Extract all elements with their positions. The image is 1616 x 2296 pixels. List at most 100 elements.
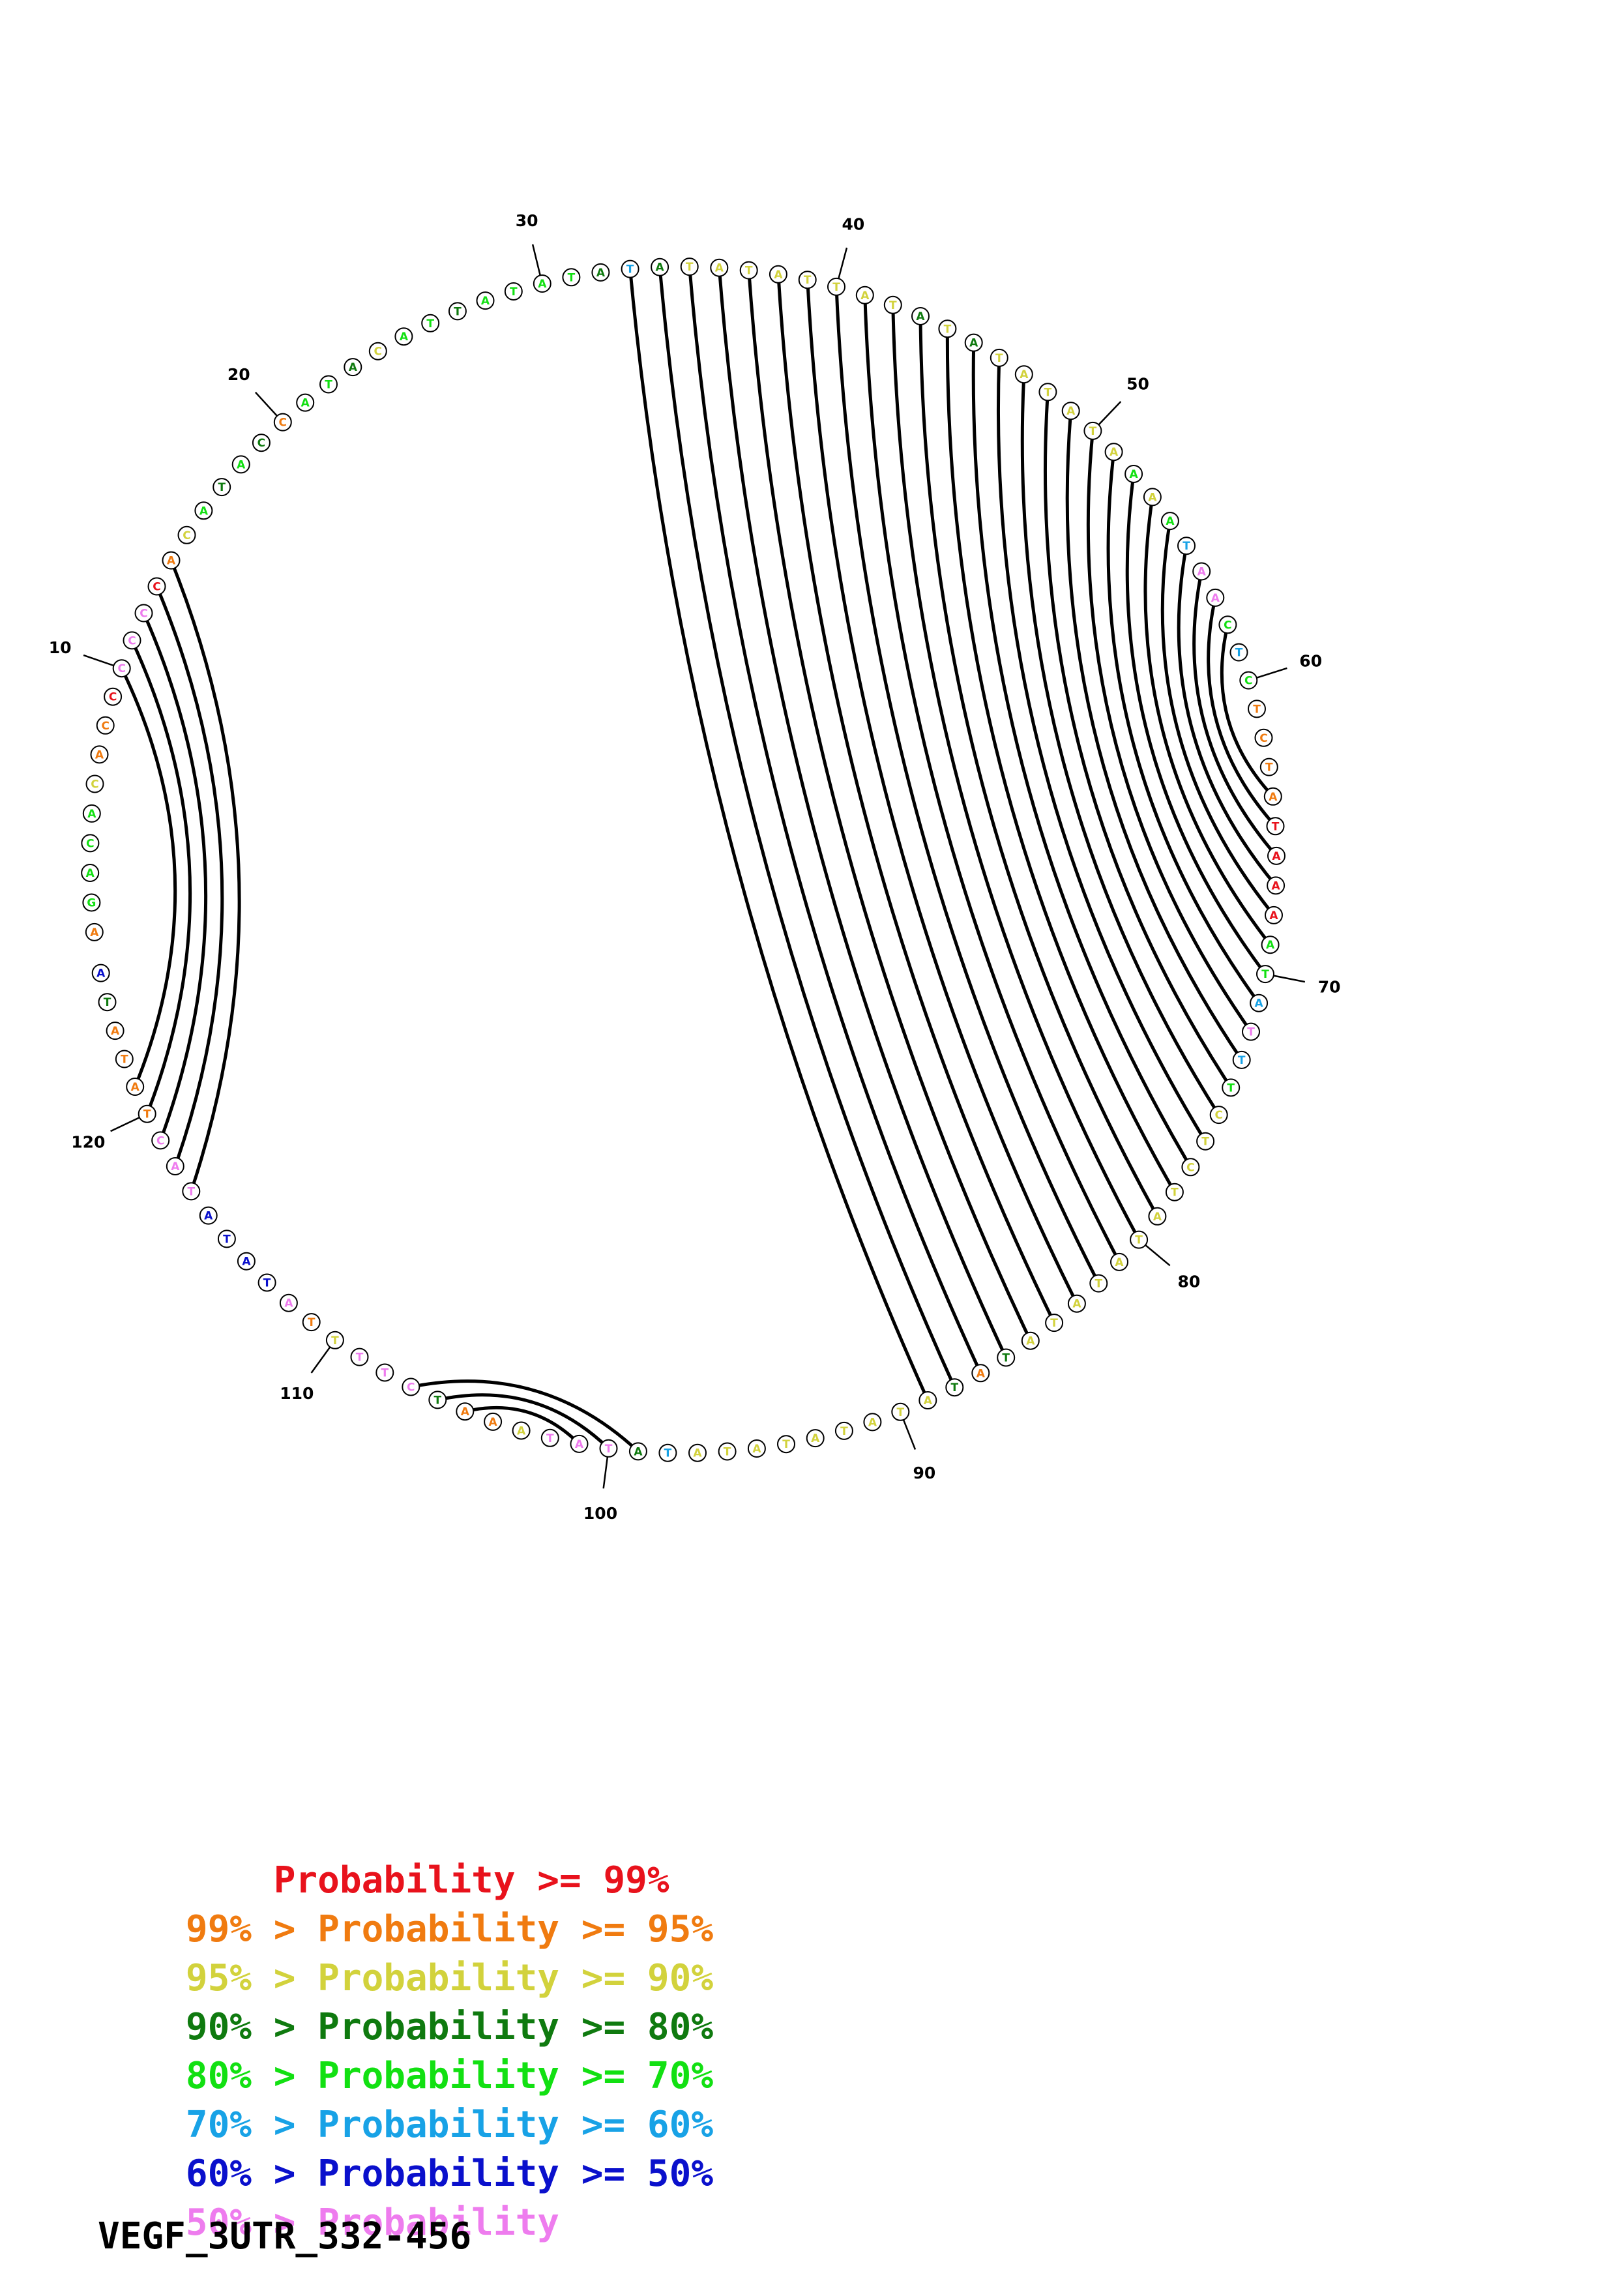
nucleotide-letter: T [889, 299, 897, 312]
nucleotide-circle [182, 1182, 201, 1201]
nucleotide-letter: T [223, 1233, 231, 1246]
nucleotide-letter: A [1266, 939, 1275, 952]
nucleotide-letter: C [407, 1381, 415, 1394]
nucleotide-circle [199, 1206, 218, 1225]
nucleotide-letter: T [218, 481, 226, 494]
nucleotide: T [997, 1348, 1016, 1367]
nucleotide-circle [1209, 1106, 1228, 1125]
legend-suffix: >= 70% [559, 2055, 714, 2097]
nucleotide-circle [1256, 965, 1274, 984]
nucleotide-letter: T [1238, 1054, 1246, 1067]
nucleotide-letter: A [977, 1367, 986, 1380]
legend-label: Probability [317, 1908, 560, 1950]
nucleotide: T [257, 1273, 276, 1292]
nucleotide: A [199, 1206, 218, 1225]
base-pair-arc [1086, 430, 1253, 1033]
nucleotide-circle [217, 1229, 236, 1248]
nucleotide-letter: A [237, 458, 246, 471]
nucleotide-circle [456, 1402, 475, 1421]
index-label: 100 [583, 1504, 617, 1523]
nucleotide-circle [621, 259, 639, 278]
nucleotide-circle [138, 1104, 156, 1123]
index-label: 80 [1178, 1273, 1201, 1291]
nucleotide: T [1196, 1132, 1215, 1151]
nucleotide: A [231, 455, 250, 474]
nucleotide-circle [177, 525, 196, 544]
legend-prefix: 60% > [185, 2153, 318, 2195]
base-pair-arc [464, 1406, 581, 1445]
nucleotide: T [599, 1439, 618, 1458]
nucleotide-circle [162, 551, 181, 570]
nucleotide-circle [1148, 1207, 1167, 1226]
nucleotide: C [1239, 671, 1258, 690]
legend-label: Probability [317, 2201, 560, 2244]
nucleotide: A [1265, 905, 1283, 924]
nucleotide-circle [1263, 787, 1282, 806]
nucleotide: T [1165, 1183, 1184, 1201]
index-tick [1256, 667, 1287, 679]
nucleotide: T [621, 259, 639, 278]
nucleotide-letter: T [568, 271, 576, 284]
nucleotide-circle [476, 291, 495, 310]
nucleotide: T [562, 268, 581, 287]
index-tick-lines [83, 244, 1306, 1489]
nucleotide-circle [855, 286, 874, 304]
nucleotide-letter: T [1183, 540, 1190, 553]
nucleotide-letter: A [489, 1416, 498, 1429]
nucleotide: C [123, 631, 141, 650]
index-tick [310, 1346, 331, 1374]
index-tick [1098, 401, 1122, 426]
nucleotide-letter: A [1211, 592, 1220, 605]
nucleotide: G [82, 893, 101, 912]
nucleotide-letter: C [91, 778, 98, 791]
nucleotide-letter: C [153, 581, 160, 594]
base-pair-arc [1160, 520, 1275, 917]
nucleotide-circle [231, 455, 250, 474]
nucleotide-circle [98, 993, 117, 1012]
nucleotide-circle [1266, 817, 1285, 836]
nucleotide-circle [1130, 1230, 1149, 1249]
nucleotide: A [1104, 443, 1123, 462]
nucleotide-circle [651, 258, 669, 276]
legend-prefix: 50% > [185, 2201, 318, 2244]
nucleotide-circle [273, 413, 292, 432]
index-tick [838, 247, 848, 279]
nucleotide: T [375, 1363, 394, 1382]
nucleotide: A [194, 501, 213, 520]
legend-row: 60% > Probability >= 50% [98, 2100, 713, 2195]
base-pair-arc [130, 640, 192, 1115]
base-pair-arc [747, 270, 1033, 1342]
nucleotide: T [182, 1182, 201, 1201]
nucleotide: A [106, 1022, 125, 1040]
base-pair-arc [717, 267, 1008, 1359]
nucleotide-letter: C [101, 720, 109, 733]
nucleotide-letter: A [811, 1432, 820, 1445]
nucleotide-circle [1160, 512, 1179, 531]
base-pair-arc [155, 585, 224, 1167]
base-pair-arc [1177, 545, 1278, 887]
nucleotide-letter: A [167, 555, 176, 568]
base-pair-arc [1192, 571, 1278, 857]
nucleotide: T [1177, 537, 1196, 555]
nucleotide-letter: T [1002, 1352, 1010, 1365]
nucleotide-circle [1250, 993, 1269, 1012]
nucleotide-letter: T [840, 1425, 848, 1438]
nucleotide-circle [504, 282, 523, 301]
nucleotide-letter: A [1166, 515, 1175, 528]
nucleotide-letter: A [349, 361, 358, 374]
nucleotide-circle [1192, 562, 1211, 581]
nucleotide-circle [257, 1273, 276, 1292]
nucleotide: T [325, 1331, 344, 1349]
nucleotide: C [96, 716, 115, 735]
nucleotide: A [237, 1252, 256, 1271]
index-tick [1145, 1244, 1171, 1267]
nucleotide: C [252, 434, 271, 452]
nucleotide-letter: T [605, 1443, 613, 1456]
nucleotide: T [1045, 1314, 1064, 1332]
nucleotide: A [82, 804, 101, 823]
nucleotide: A [126, 1078, 145, 1096]
index-tick [83, 654, 114, 667]
nucleotide: A [1124, 465, 1143, 483]
nucleotide-circle [1222, 1078, 1241, 1097]
